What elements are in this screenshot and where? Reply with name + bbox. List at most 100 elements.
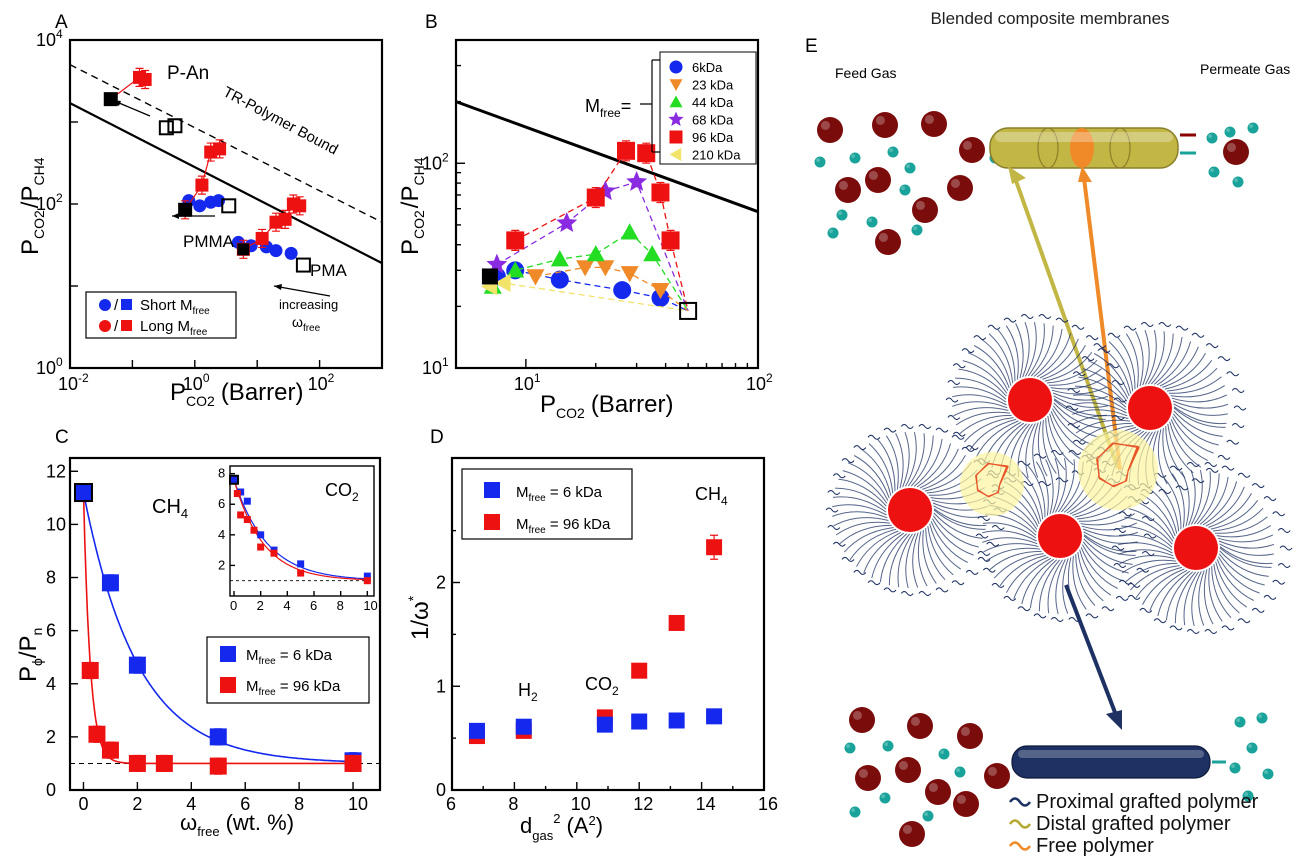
data-point-d [706, 708, 723, 725]
y-tick-label-a: 104 [36, 27, 63, 50]
permeate-co2-shine [1244, 792, 1248, 796]
ch4-molecule-shine [868, 170, 878, 180]
co2-molecule [849, 806, 861, 818]
data-point-b [550, 250, 569, 267]
open-point-a [221, 198, 237, 214]
co2-molecule [954, 766, 966, 778]
ch4-molecule [907, 713, 933, 739]
ch4-molecule [947, 175, 973, 201]
open-point-a [295, 257, 311, 273]
co2-molecule [911, 224, 923, 236]
label-increasing: increasing [279, 297, 338, 312]
data-point-a [293, 199, 307, 213]
y-tick-label-c: 8 [46, 568, 56, 588]
data-point-d [668, 712, 685, 729]
chain-end [1101, 606, 1115, 612]
co2-molecule-shine [851, 808, 855, 812]
y-tick-label-c: 0 [46, 780, 56, 800]
permeate-co2-shine [1264, 770, 1268, 774]
chain-end [1263, 594, 1277, 600]
co2-molecule-shine [884, 742, 888, 746]
panel-c-legend: Mfree = 6 kDa Mfree = 96 kDa [206, 636, 370, 704]
y-tick-exp-b: 2 [442, 150, 449, 164]
permeate-co2 [1234, 716, 1246, 728]
x-tick-exp-a: 0 [203, 371, 210, 385]
inset-point [233, 490, 241, 498]
co2-molecule [882, 740, 894, 752]
permeate-co2 [1242, 790, 1254, 802]
legend-marker-b [669, 148, 682, 161]
y-tick-exp-a: 2 [56, 191, 63, 205]
chain-end [1139, 607, 1153, 613]
data-point-c [81, 661, 99, 679]
y-tick-label-d: 0 [436, 780, 446, 800]
chain-end [1140, 322, 1154, 327]
legend-label-b: 68 kDa [692, 113, 734, 128]
inset-x-label: 10 [363, 598, 377, 613]
ch4-molecule-shine [950, 178, 960, 188]
key-proximal: Proximal grafted polymer [1036, 791, 1259, 813]
label-h2: H2 [518, 680, 538, 704]
ch4-molecule [865, 167, 891, 193]
legend-marker-b [669, 79, 683, 91]
label-omega-free: ωfree [292, 314, 321, 334]
chain-end [1003, 595, 1017, 601]
data-point-b [651, 183, 670, 202]
inset-y-label: 6 [218, 496, 225, 511]
x-tick-label-b: 102 [746, 371, 773, 394]
panel-b-legend: 6kDa 23 kDa 44 kDa 68 kDa 96 kDa 210 kDa [659, 51, 757, 165]
x-tick-label-c: 6 [240, 794, 250, 814]
inset-x-label: 6 [310, 598, 317, 613]
ch4-molecule-shine [852, 710, 862, 720]
chain-end [841, 458, 855, 464]
upper-bound-line-b [455, 100, 759, 214]
key-distal: Distal grafted polymer [1036, 813, 1231, 835]
data-point-a [255, 231, 269, 245]
data-point-b [626, 171, 648, 191]
chain-end [1050, 617, 1064, 622]
chain-end [1175, 485, 1189, 491]
x-tick-label-d: 12 [633, 794, 653, 814]
grafted-chains [981, 457, 1139, 615]
ch4-molecule [835, 177, 861, 203]
chain-end [853, 569, 867, 575]
chain-end [1113, 528, 1127, 533]
permeate-co2 [1208, 166, 1220, 178]
co2-molecule-shine [913, 226, 917, 230]
ch4-molecule-shine [875, 115, 885, 125]
data-point-b [506, 231, 525, 250]
chain-end [867, 434, 881, 440]
data-point-d [668, 614, 685, 631]
neat-polymer-point [178, 202, 193, 217]
chain-end [1050, 450, 1064, 455]
chain-end [1017, 606, 1031, 612]
chain-end [1186, 462, 1200, 467]
permeate-co2-shine [1249, 124, 1253, 128]
svg-text:Long Mfree: Long Mfree [140, 318, 208, 338]
permeate-co2-shine [1226, 128, 1230, 132]
neat-polymer-point [237, 243, 250, 256]
permeate-co2-shine [1248, 744, 1252, 748]
data-point-b [617, 141, 636, 160]
data-point-b [596, 260, 615, 277]
permeate-co2 [1246, 742, 1258, 754]
chain-end [952, 431, 966, 437]
x-tick-label-a: 102 [308, 371, 335, 394]
co2-molecule [938, 748, 950, 760]
chain-end [1221, 625, 1235, 631]
ch4-molecule [899, 821, 925, 847]
chain-end [1231, 388, 1245, 393]
arrow-free [1082, 177, 1122, 471]
permeate-co2 [1232, 176, 1244, 188]
chain-end [1272, 511, 1286, 517]
chain-end [1072, 371, 1086, 377]
co2-molecule-shine [846, 744, 850, 748]
x-tick-exp-a: -2 [78, 371, 89, 385]
chain-end [832, 541, 846, 547]
fit-line-b [535, 266, 689, 312]
x-tick-label-d: 10 [571, 794, 591, 814]
